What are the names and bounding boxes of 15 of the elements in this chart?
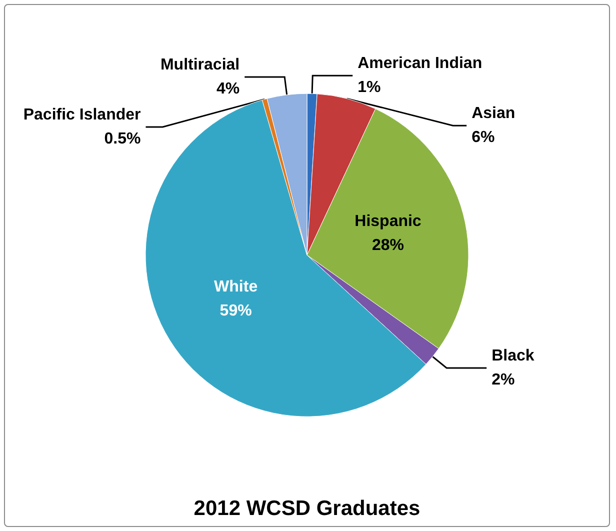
data-label: 1% (358, 79, 381, 96)
slice-label: Multiracial (160, 56, 240, 74)
data-label: 6% (472, 129, 495, 146)
data-label: 2% (492, 371, 515, 388)
slice-label: White (214, 278, 258, 296)
slice-label: Asian (472, 105, 516, 122)
data-label: 59% (220, 302, 252, 320)
slice-label: Hispanic (354, 213, 422, 230)
data-label: 0.5% (104, 130, 141, 148)
slice-label: Black (492, 347, 534, 364)
slice-label: Pacific Islander (23, 106, 141, 124)
text: 2012 WCSD Graduates (194, 497, 420, 520)
data-label: 4% (216, 80, 240, 98)
slice-label: American Indian (358, 55, 482, 72)
data-label: 28% (372, 237, 404, 254)
